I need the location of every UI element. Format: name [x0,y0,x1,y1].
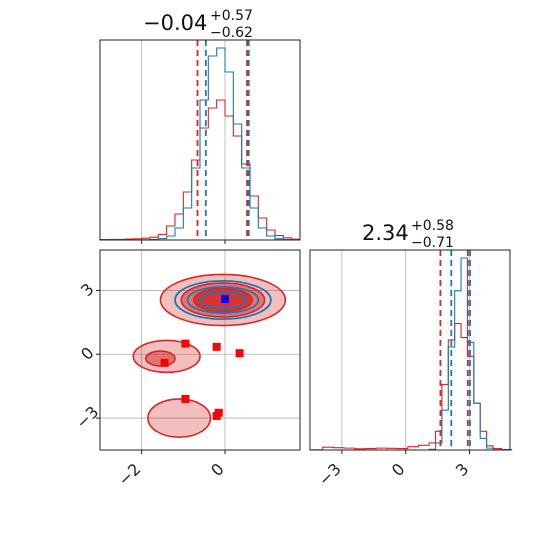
marginal-a-panel [99,39,301,244]
joint-red-marker [181,394,190,403]
title-b-upper: +0.58 [411,218,454,234]
marginal-b-panel: −3 0 3 [309,249,513,490]
joint-blue-contour [174,279,272,321]
title-a-lower: −0.62 [210,25,253,41]
marginal-b-tick-label: 0 [388,459,409,480]
joint-red-marker [212,342,221,351]
joint-panel: −2 0 −3 0 3 [72,249,301,490]
joint-red-contour [145,350,176,367]
joint-blue-marker [221,294,229,303]
marginal-a-frame [99,39,301,241]
joint-y-tick-label: 3 [77,279,98,300]
title-b-median: 2.34 [362,221,409,245]
joint-y-tick-label: 0 [77,343,98,364]
marginal-b-tick-label: −3 [315,459,345,489]
joint-x-tick-label: −2 [114,459,144,489]
joint-blue-contour [199,291,247,309]
marginal-b-frame [309,249,511,451]
title-a-upper: +0.57 [210,8,253,24]
marginal-a-hist-blue [100,47,300,241]
title-b-lower: −0.71 [411,235,454,251]
title-a-median: −0.04 [143,11,207,35]
joint-frame [99,249,301,451]
joint-red-marker [181,339,190,348]
joint-red-marker [160,358,169,367]
joint-x-tick-label: 0 [207,459,228,480]
joint-red-marker [235,349,244,358]
joint-red-contour [147,398,212,439]
marginal-b-tick-label: 3 [452,459,473,480]
joint-y-tick-label: −3 [72,402,102,432]
joint-red-marker [214,408,223,417]
joint-blue-contour [186,285,260,315]
